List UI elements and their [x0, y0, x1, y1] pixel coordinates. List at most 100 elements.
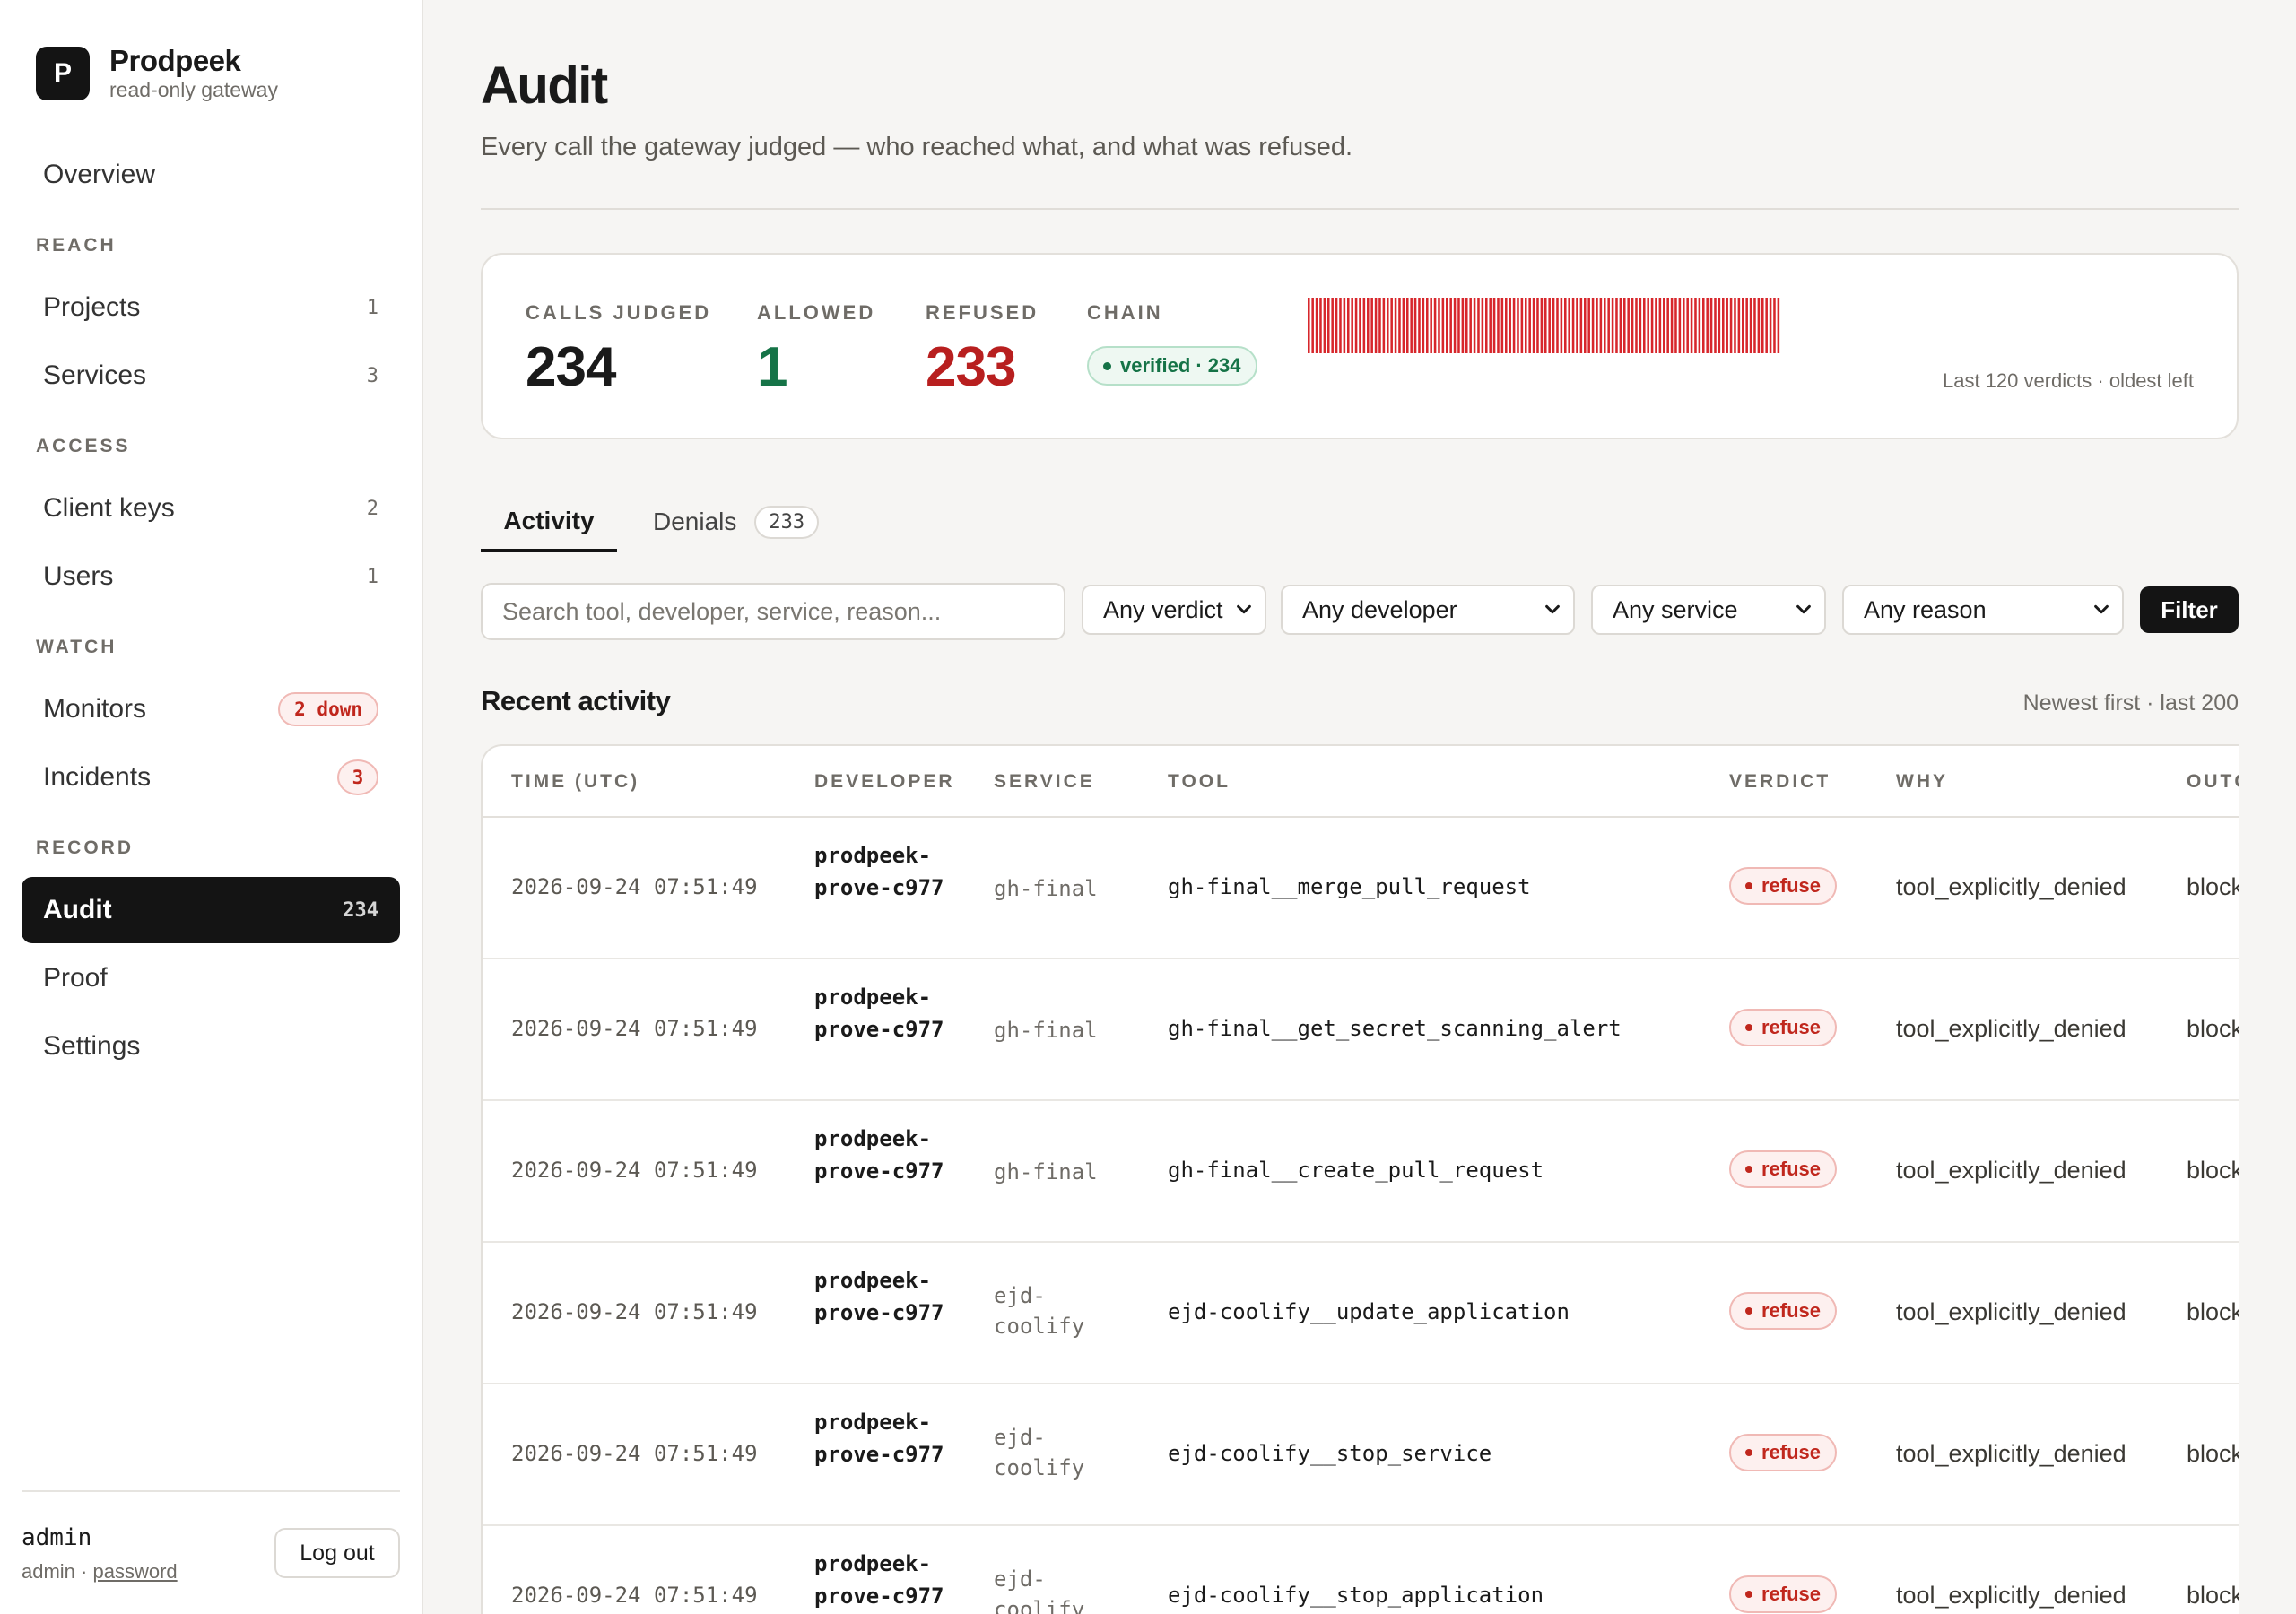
sidebar-item-services[interactable]: Services 3	[22, 343, 400, 409]
verdict-bar	[1327, 298, 1330, 353]
verdict-bar	[1446, 298, 1448, 353]
verdict-bar	[1579, 298, 1583, 353]
status-dot	[1745, 1591, 1752, 1598]
verdict-bar	[1477, 298, 1480, 353]
verdict-bar	[1430, 298, 1432, 353]
table-row[interactable]: 2026-09-24 07:51:49 prodpeek-prove-c977 gh…	[483, 959, 2239, 1101]
verdict-bar	[1473, 298, 1476, 353]
verdict-bar	[1426, 298, 1429, 353]
verdict-bar	[1497, 298, 1500, 353]
table-row[interactable]: 2026-09-24 07:51:49 prodpeek-prove-c977 ej…	[483, 1243, 2239, 1384]
sidebar-item-overview[interactable]: Overview	[22, 142, 400, 208]
stat-label: CHAIN	[1087, 301, 1163, 324]
cell-why: tool_explicitly_denied	[1896, 1015, 2126, 1042]
status-dot	[1745, 1449, 1752, 1456]
verdict-bar	[1433, 298, 1437, 353]
verdict-bar	[1520, 298, 1524, 353]
sidebar-item-label: Users	[43, 561, 114, 591]
verdict-bar	[1351, 298, 1353, 353]
verdict-bar	[1362, 298, 1366, 353]
table-row[interactable]: 2026-09-24 07:51:49 prodpeek-prove-c977 gh…	[483, 1101, 2239, 1243]
table-header: TIME (UTC) DEVELOPER SERVICE TOOL VERDIC…	[483, 746, 2239, 818]
cell-service: gh-final	[994, 876, 1098, 901]
current-user-role: admin	[22, 1560, 75, 1583]
denials-count-badge: 233	[754, 505, 820, 539]
stat-calls-judged: CALLS JUDGED 234	[526, 301, 711, 399]
monitors-down-badge: 2 down	[278, 692, 378, 726]
verdict-bar	[1683, 298, 1685, 353]
verdict-bars-caption: Last 120 verdicts · oldest left	[1942, 369, 2194, 392]
verdict-bar	[1658, 298, 1662, 353]
verdict-bar	[1647, 298, 1649, 353]
verdict-bar	[1757, 298, 1761, 353]
sidebar-item-users[interactable]: Users 1	[22, 543, 400, 610]
verdict-bar	[1370, 298, 1373, 353]
sidebar-item-client-keys[interactable]: Client keys 2	[22, 475, 400, 542]
verdict-bar	[1722, 298, 1725, 353]
sidebar-item-projects[interactable]: Projects 1	[22, 274, 400, 341]
filter-button[interactable]: Filter	[2140, 586, 2239, 633]
stat-chain: CHAIN verified · 234	[1087, 301, 1257, 386]
table-row[interactable]: 2026-09-24 07:51:49 prodpeek-prove-c977 ej…	[483, 1384, 2239, 1526]
sidebar-item-proof[interactable]: Proof	[22, 945, 400, 1011]
verdict-bar	[1709, 298, 1713, 353]
reason-select[interactable]: Any reason	[1842, 585, 2124, 635]
sidebar-item-count: 234	[343, 898, 378, 922]
verdict-bar	[1619, 298, 1622, 353]
sidebar-item-settings[interactable]: Settings	[22, 1013, 400, 1080]
cell-service: gh-final	[994, 1159, 1098, 1184]
verdict-bar	[1753, 298, 1756, 353]
verdict-bar	[1552, 298, 1555, 353]
service-select[interactable]: Any service	[1591, 585, 1826, 635]
cell-developer: prodpeek-prove-c977	[814, 1551, 944, 1609]
verdict-bar	[1623, 298, 1626, 353]
verdict-bar	[1453, 298, 1457, 353]
verdict-bar	[1587, 298, 1590, 353]
verdict-select[interactable]: Any verdict	[1082, 585, 1266, 635]
column-header-service: SERVICE	[994, 771, 1095, 792]
stat-allowed: ALLOWED 1	[757, 301, 875, 399]
verdict-bar	[1525, 298, 1527, 353]
developer-select[interactable]: Any developer	[1281, 585, 1575, 635]
tab-label: Denials	[653, 508, 737, 535]
verdict-bar	[1315, 298, 1318, 353]
table-row[interactable]: 2026-09-24 07:51:49 prodpeek-prove-c977 ej…	[483, 1526, 2239, 1614]
cell-why: tool_explicitly_denied	[1896, 1440, 2126, 1467]
incidents-count-badge: 3	[337, 759, 378, 795]
sidebar-item-label: Settings	[43, 1031, 141, 1061]
table-row[interactable]: 2026-09-24 07:51:49 prodpeek-prove-c977 gh…	[483, 818, 2239, 959]
recent-activity-meta: Newest first · last 200	[2022, 690, 2239, 716]
brand[interactable]: P Prodpeek read-only gateway	[36, 45, 278, 102]
tab-activity[interactable]: Activity	[481, 493, 617, 552]
cell-outcome: block	[2187, 1015, 2239, 1042]
verdict-badge: refuse	[1729, 1150, 1838, 1188]
verdict-bar	[1509, 298, 1511, 353]
column-header-developer: DEVELOPER	[814, 771, 955, 792]
verdict-bar	[1469, 298, 1472, 353]
password-link[interactable]: password	[92, 1560, 178, 1583]
search-input[interactable]	[481, 583, 1065, 640]
verdict-bar	[1670, 298, 1674, 353]
brand-logo: P	[36, 47, 90, 100]
tab-denials[interactable]: Denials 233	[653, 493, 820, 551]
cell-tool: gh-final__create_pull_request	[1168, 1158, 1544, 1183]
logout-button[interactable]: Log out	[274, 1528, 400, 1578]
sidebar-item-monitors[interactable]: Monitors 2 down	[22, 676, 400, 742]
verdict-bar	[1655, 298, 1657, 353]
verdict-bar	[1335, 298, 1338, 353]
select-value: Any service	[1613, 595, 1738, 623]
verdict-bar	[1536, 298, 1539, 353]
verdict-bar	[1584, 298, 1587, 353]
cell-outcome: block	[2187, 1440, 2239, 1467]
verdict-bar	[1591, 298, 1595, 353]
sidebar: P Prodpeek read-only gateway Overview RE…	[0, 0, 423, 1614]
verdict-bar	[1394, 298, 1397, 353]
verdict-text: refuse	[1761, 1016, 1822, 1038]
verdict-bar	[1564, 298, 1567, 353]
sidebar-item-audit[interactable]: Audit 234	[22, 877, 400, 943]
verdict-bar	[1413, 298, 1417, 353]
stat-value: 234	[526, 336, 616, 398]
verdict-bar	[1382, 298, 1386, 353]
verdict-bar	[1449, 298, 1452, 353]
sidebar-item-incidents[interactable]: Incidents 3	[22, 744, 400, 811]
